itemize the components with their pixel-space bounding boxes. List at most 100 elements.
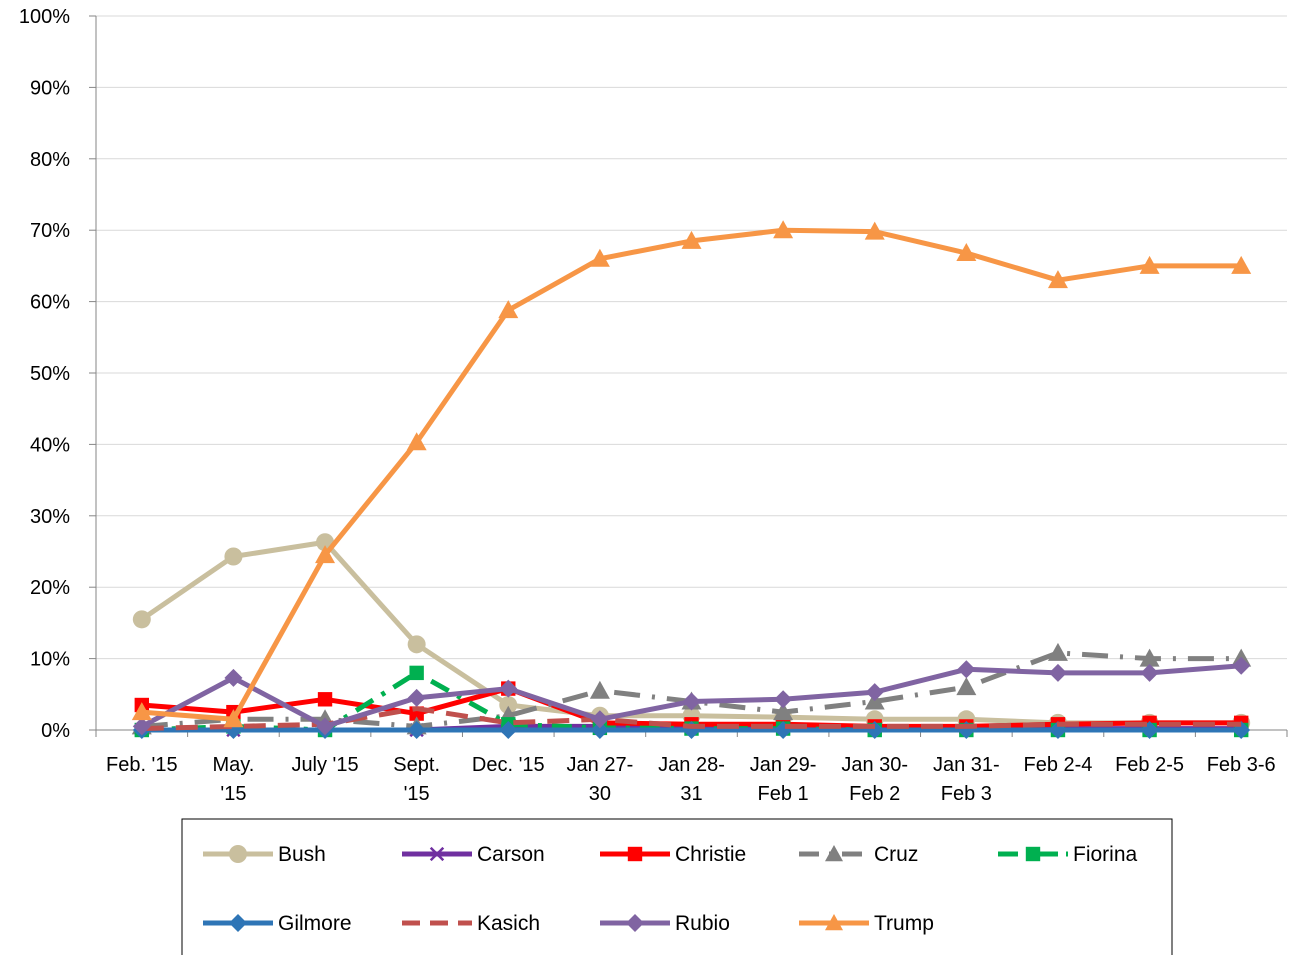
data-point-rubio — [865, 683, 884, 702]
data-point-fiorina — [409, 665, 424, 681]
legend-marker-trump — [825, 914, 843, 931]
y-tick-label: 70% — [30, 220, 70, 242]
legend-marker-cruz — [825, 845, 843, 862]
x-tick-label: May. '15 — [212, 754, 254, 805]
y-tick-label: 80% — [30, 149, 70, 171]
data-point-trump — [589, 248, 610, 267]
x-tick-label: Jan 30-Feb 2 — [841, 754, 908, 805]
legend-label-carson: Carson — [477, 843, 545, 866]
legend-label-gilmore: Gilmore — [278, 912, 352, 935]
data-point-rubio — [132, 717, 151, 736]
data-point-rubio — [499, 679, 518, 698]
axes — [89, 15, 1288, 737]
legend-marker-gilmore — [229, 914, 247, 932]
legend-label-trump: Trump — [874, 912, 934, 935]
data-point-cruz — [1139, 648, 1160, 667]
legend-marker-carson — [429, 846, 445, 862]
legend-item-cruz: Cruz — [799, 843, 918, 866]
data-point-rubio — [407, 688, 426, 707]
data-point-bush — [499, 696, 518, 715]
x-tick-label: Feb 2-4 — [1023, 754, 1092, 776]
legend-label-christie: Christie — [675, 843, 746, 866]
data-point-cruz — [1047, 642, 1068, 661]
y-tick-label: 40% — [30, 434, 70, 456]
y-tick-label: 10% — [30, 649, 70, 671]
data-point-cruz — [956, 677, 977, 696]
data-point-trump — [131, 702, 152, 721]
series-layer — [131, 220, 1252, 739]
legend-label-kasich: Kasich — [477, 912, 540, 935]
y-tick-label: 50% — [30, 363, 70, 385]
data-point-trump — [223, 709, 244, 728]
series-line-trump — [141, 227, 1242, 722]
x-tick-label: Feb. '15 — [106, 754, 178, 776]
data-point-trump — [1139, 255, 1160, 274]
data-point-rubio — [682, 692, 701, 711]
legend-box — [181, 818, 1173, 955]
data-point-trump — [1231, 255, 1252, 274]
legend-item-rubio: Rubio — [600, 912, 730, 935]
x-tick-label: Sept. '15 — [393, 754, 440, 805]
x-tick-label: Feb 3-6 — [1207, 754, 1276, 776]
data-point-bush — [132, 610, 151, 629]
y-tick-label: 20% — [30, 577, 70, 599]
y-axis-ticks: 0% 10% 20% 30% 40% 50% 60% 70% 80% 90% 100% — [19, 6, 70, 742]
data-point-rubio — [316, 717, 335, 736]
data-point-trump — [864, 221, 885, 240]
legend: Bush Carson Christie Cruz Fiorina Gilmore Kasi… — [181, 818, 1173, 955]
y-tick-label: 60% — [30, 292, 70, 314]
data-point-trump — [406, 432, 427, 451]
data-point-gilmore — [407, 721, 426, 739]
data-point-rubio — [774, 690, 793, 709]
data-point-bush — [224, 547, 243, 566]
data-point-rubio — [1232, 656, 1251, 675]
x-tick-label: July '15 — [291, 754, 358, 776]
legend-label-bush: Bush — [278, 843, 326, 866]
legend-item-fiorina: Fiorina — [998, 843, 1138, 866]
x-tick-label: Feb 2-5 — [1115, 754, 1184, 776]
legend-label-fiorina: Fiorina — [1073, 843, 1138, 866]
data-point-christie — [317, 692, 333, 707]
series-trump — [131, 220, 1252, 728]
data-point-cruz — [773, 702, 794, 721]
data-point-trump — [681, 230, 702, 249]
legend-label-cruz: Cruz — [874, 843, 918, 866]
data-point-bush — [407, 635, 426, 654]
x-tick-label: Jan 27-30 — [567, 754, 634, 805]
data-point-gilmore — [590, 721, 609, 739]
x-axis-ticks: Feb. '15 May. '15 July '15 Sept. '15 Dec. '15 J… — [106, 754, 1276, 805]
y-tick-label: 90% — [30, 77, 70, 99]
data-point-rubio — [1140, 663, 1159, 682]
legend-marker-bush — [229, 845, 247, 863]
legend-marker-christie — [627, 846, 643, 862]
x-tick-label: Jan 31-Feb 3 — [933, 754, 1000, 805]
legend-item-carson: Carson — [402, 843, 545, 866]
y-tick-label: 100% — [19, 6, 70, 28]
x-tick-label: Jan 28-31 — [658, 754, 725, 805]
y-tick-label: 0% — [41, 720, 70, 742]
gridlines — [96, 15, 1287, 660]
data-point-trump — [956, 243, 977, 262]
data-point-trump — [498, 300, 519, 319]
data-point-rubio — [224, 668, 243, 687]
legend-item-kasich: Kasich — [402, 912, 540, 935]
series-rubio — [132, 656, 1251, 736]
y-tick-label: 30% — [30, 506, 70, 528]
data-point-gilmore — [499, 721, 518, 739]
x-tick-label: Jan 29-Feb 1 — [750, 754, 817, 805]
legend-marker-fiorina — [1025, 846, 1041, 862]
data-point-rubio — [590, 710, 609, 729]
data-point-trump — [773, 220, 794, 239]
legend-label-rubio: Rubio — [675, 912, 730, 935]
x-tick-label: Dec. '15 — [472, 754, 545, 776]
data-point-rubio — [957, 660, 976, 679]
legend-item-trump: Trump — [799, 912, 934, 935]
data-point-trump — [1047, 270, 1068, 289]
legend-marker-rubio — [626, 914, 644, 932]
data-point-trump — [315, 545, 336, 564]
data-point-cruz — [589, 680, 610, 699]
legend-item-bush: Bush — [203, 843, 326, 866]
legend-item-christie: Christie — [600, 843, 746, 866]
data-point-rubio — [1048, 663, 1067, 682]
